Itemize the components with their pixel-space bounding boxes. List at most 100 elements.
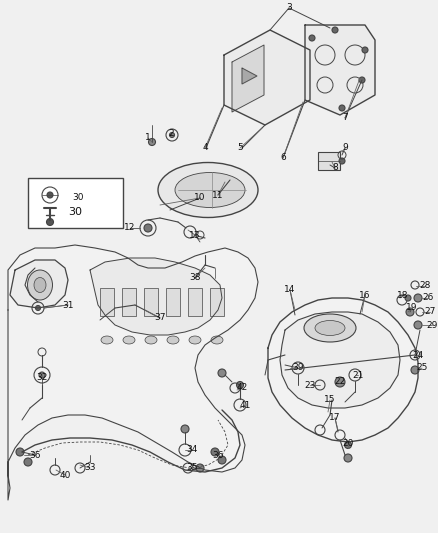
Text: 12: 12 bbox=[124, 223, 136, 232]
Text: 33: 33 bbox=[84, 464, 96, 472]
Text: 15: 15 bbox=[324, 395, 336, 405]
Text: 28: 28 bbox=[419, 281, 431, 290]
Text: 18: 18 bbox=[397, 290, 409, 300]
Text: 31: 31 bbox=[62, 301, 74, 310]
Polygon shape bbox=[90, 258, 222, 335]
Circle shape bbox=[148, 139, 155, 146]
Text: 2: 2 bbox=[168, 130, 174, 139]
Circle shape bbox=[218, 456, 226, 464]
Ellipse shape bbox=[101, 336, 113, 344]
Circle shape bbox=[24, 458, 32, 466]
Circle shape bbox=[414, 321, 422, 329]
Text: 27: 27 bbox=[424, 308, 436, 317]
Bar bbox=[144, 288, 158, 316]
Ellipse shape bbox=[123, 336, 135, 344]
Text: 39: 39 bbox=[292, 364, 304, 373]
Circle shape bbox=[46, 219, 53, 225]
Text: 30: 30 bbox=[68, 207, 82, 217]
Text: 30: 30 bbox=[72, 193, 84, 203]
Ellipse shape bbox=[315, 320, 345, 335]
Text: 21: 21 bbox=[352, 370, 364, 379]
Text: 14: 14 bbox=[284, 286, 296, 295]
Ellipse shape bbox=[211, 336, 223, 344]
Circle shape bbox=[345, 441, 352, 448]
Circle shape bbox=[344, 454, 352, 462]
Polygon shape bbox=[10, 260, 68, 308]
Text: 41: 41 bbox=[239, 400, 251, 409]
Ellipse shape bbox=[145, 336, 157, 344]
Text: 29: 29 bbox=[426, 320, 438, 329]
Text: 10: 10 bbox=[194, 193, 206, 203]
Text: 4: 4 bbox=[202, 143, 208, 152]
Ellipse shape bbox=[34, 278, 46, 293]
Circle shape bbox=[335, 377, 345, 387]
Circle shape bbox=[35, 305, 40, 311]
Polygon shape bbox=[280, 312, 400, 408]
Circle shape bbox=[411, 366, 419, 374]
Bar bbox=[122, 288, 136, 316]
Text: 40: 40 bbox=[59, 471, 71, 480]
Ellipse shape bbox=[167, 336, 179, 344]
Polygon shape bbox=[224, 30, 310, 125]
Text: 8: 8 bbox=[332, 164, 338, 173]
Circle shape bbox=[237, 382, 244, 389]
Circle shape bbox=[144, 224, 152, 232]
Circle shape bbox=[39, 372, 45, 378]
Ellipse shape bbox=[175, 173, 245, 207]
Text: 23: 23 bbox=[304, 381, 316, 390]
Circle shape bbox=[218, 369, 226, 377]
Polygon shape bbox=[305, 25, 375, 115]
Ellipse shape bbox=[189, 336, 201, 344]
Ellipse shape bbox=[304, 314, 356, 342]
Circle shape bbox=[16, 448, 24, 456]
Text: 38: 38 bbox=[189, 273, 201, 282]
Text: 1: 1 bbox=[145, 133, 151, 142]
Circle shape bbox=[406, 308, 414, 316]
Circle shape bbox=[211, 448, 219, 456]
Text: 5: 5 bbox=[237, 143, 243, 152]
Circle shape bbox=[405, 295, 411, 301]
Circle shape bbox=[170, 133, 174, 138]
Circle shape bbox=[359, 77, 365, 83]
Text: 24: 24 bbox=[412, 351, 424, 359]
Circle shape bbox=[414, 294, 422, 302]
Circle shape bbox=[309, 35, 315, 41]
Ellipse shape bbox=[28, 270, 53, 300]
Text: 22: 22 bbox=[334, 377, 346, 386]
Text: 36: 36 bbox=[212, 450, 224, 459]
Text: 7: 7 bbox=[342, 114, 348, 123]
Text: 16: 16 bbox=[359, 290, 371, 300]
Text: 35: 35 bbox=[186, 464, 198, 472]
Circle shape bbox=[332, 27, 338, 33]
Bar bbox=[188, 288, 202, 316]
Text: 20: 20 bbox=[343, 439, 354, 448]
Ellipse shape bbox=[158, 163, 258, 217]
Text: 6: 6 bbox=[280, 154, 286, 163]
Text: 17: 17 bbox=[329, 414, 341, 423]
Text: 3: 3 bbox=[286, 4, 292, 12]
Text: 13: 13 bbox=[189, 230, 201, 239]
Circle shape bbox=[181, 425, 189, 433]
Circle shape bbox=[339, 158, 345, 164]
Text: 11: 11 bbox=[212, 190, 224, 199]
Bar bbox=[28, 178, 123, 228]
Polygon shape bbox=[242, 68, 257, 84]
Polygon shape bbox=[232, 45, 264, 112]
Text: 42: 42 bbox=[237, 384, 247, 392]
Polygon shape bbox=[268, 298, 418, 442]
Text: 9: 9 bbox=[342, 143, 348, 152]
Circle shape bbox=[196, 464, 204, 472]
Polygon shape bbox=[8, 245, 258, 500]
Text: 36: 36 bbox=[29, 450, 41, 459]
Text: 19: 19 bbox=[406, 303, 418, 312]
Circle shape bbox=[362, 47, 368, 53]
Text: 25: 25 bbox=[416, 364, 427, 373]
Circle shape bbox=[47, 192, 53, 198]
Bar bbox=[100, 288, 114, 316]
Text: 37: 37 bbox=[154, 313, 166, 322]
Bar bbox=[210, 288, 224, 316]
Text: 34: 34 bbox=[186, 446, 198, 455]
Text: 32: 32 bbox=[36, 374, 48, 383]
Text: 26: 26 bbox=[422, 294, 434, 303]
Bar bbox=[318, 152, 340, 170]
